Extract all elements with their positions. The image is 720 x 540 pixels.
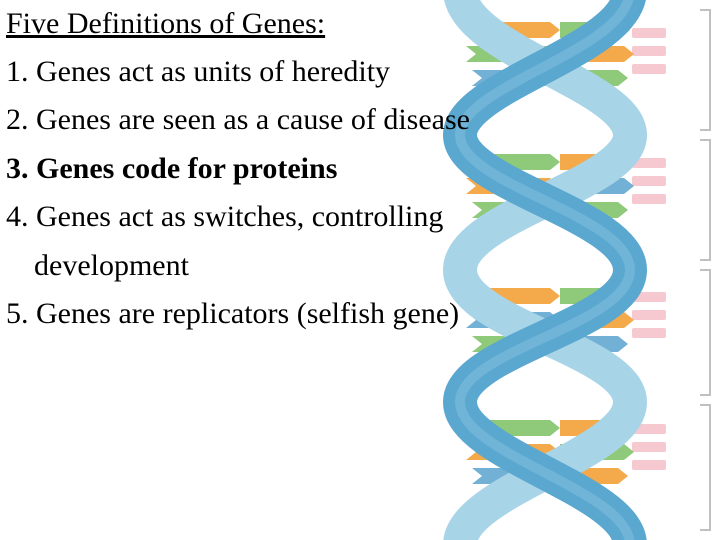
slide: Five Definitions of Genes: 1. Genes act … [0, 0, 720, 540]
list-item: 4. Genes act as switches, controlling [6, 194, 712, 241]
list-item: 2. Genes are seen as a cause of disease [6, 97, 712, 144]
list-item: 3. Genes code for proteins [6, 146, 712, 193]
list-item: 1. Genes act as units of heredity [6, 49, 712, 96]
list-item-continuation: development [6, 243, 712, 290]
list-item: 5. Genes are replicators (selfish gene) [6, 291, 712, 338]
text-body: Five Definitions of Genes: 1. Genes act … [0, 0, 720, 540]
slide-title: Five Definitions of Genes: [6, 4, 712, 45]
